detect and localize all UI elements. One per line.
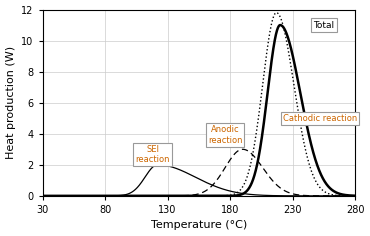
Text: SEI
reaction: SEI reaction [135,145,170,164]
Text: Total: Total [313,21,334,30]
X-axis label: Temperature (°C): Temperature (°C) [151,220,247,230]
Text: Anodic
reaction: Anodic reaction [208,125,242,145]
Y-axis label: Heat production (W): Heat production (W) [6,46,16,159]
Text: Cathodic reaction: Cathodic reaction [283,114,357,123]
